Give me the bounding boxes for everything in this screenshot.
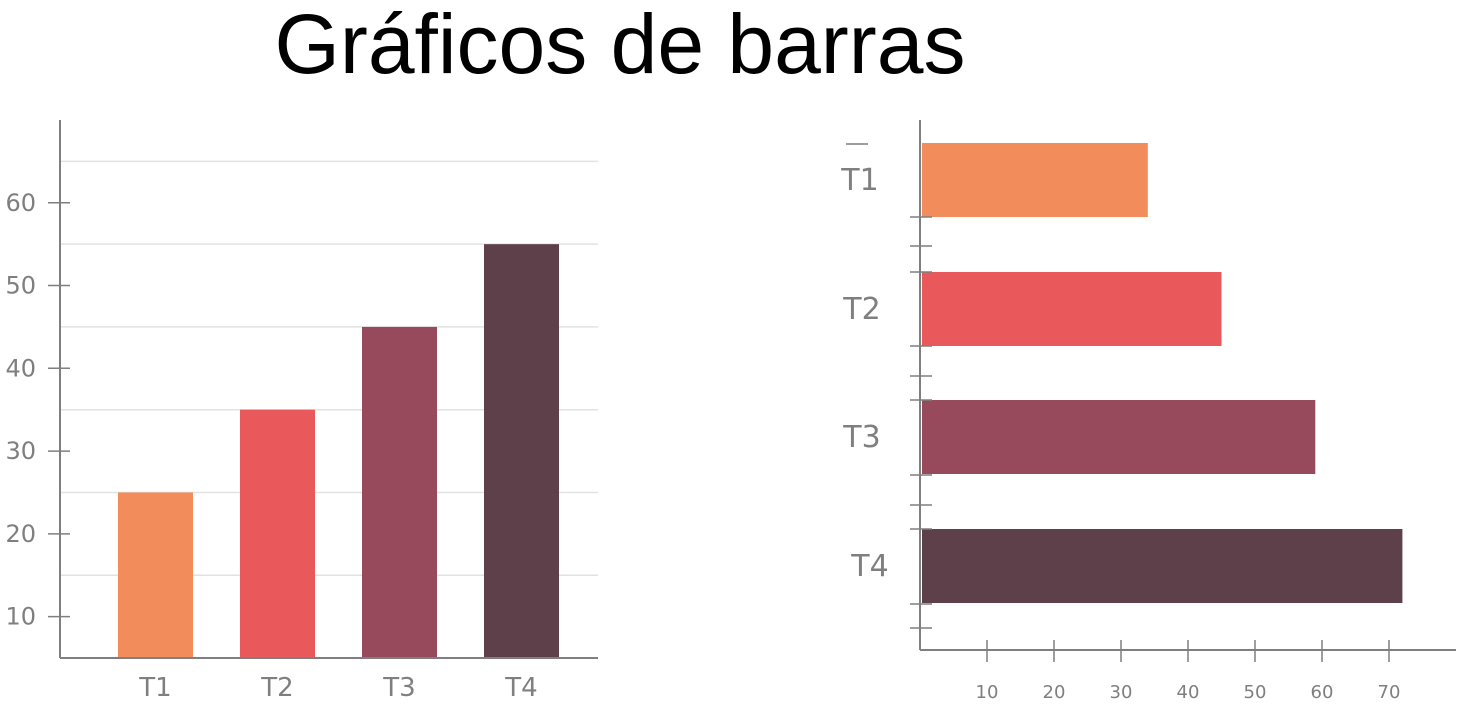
y-tick-label: 30 (5, 437, 36, 465)
y-tick-label: 20 (5, 520, 36, 548)
bar-t1 (118, 492, 193, 658)
y-tick-label: T4 (850, 549, 888, 584)
y-tick-label: T1 (840, 163, 878, 198)
x-tick-label: 10 (976, 682, 999, 703)
x-tick-label: T4 (504, 673, 537, 703)
bar-t1 (922, 143, 1148, 217)
y-tick-label: 60 (5, 189, 36, 217)
x-tick-label: 20 (1043, 682, 1066, 703)
y-tick-label: T2 (842, 292, 880, 327)
bar-t4 (922, 529, 1403, 603)
x-tick-label: T3 (382, 673, 415, 703)
bar-t4 (484, 244, 559, 658)
bar-t3 (362, 326, 437, 658)
x-tick-label: 50 (1244, 682, 1267, 703)
bar-t3 (922, 400, 1316, 474)
bar-t2 (240, 409, 315, 658)
x-tick-label: T1 (138, 673, 171, 703)
x-tick-label: T2 (260, 673, 293, 703)
x-tick-label: 40 (1177, 682, 1200, 703)
x-tick-label: 30 (1110, 682, 1133, 703)
bar-t2 (922, 272, 1222, 346)
y-tick-label: 50 (5, 272, 36, 300)
x-tick-label: 60 (1311, 682, 1334, 703)
y-tick-label: 40 (5, 354, 36, 382)
y-tick-label: 10 (5, 603, 36, 631)
x-tick-label: 70 (1378, 682, 1401, 703)
vertical-bar-chart: 10 20 30 40 50 60 T1 T2 T3 T4 (5, 120, 598, 703)
y-tick-label: T3 (842, 420, 880, 455)
page-title: Gráficos de barras (274, 0, 966, 91)
horizontal-bar-chart: 10 20 30 40 50 60 70 T1 T2 T3 T4 (840, 120, 1456, 703)
